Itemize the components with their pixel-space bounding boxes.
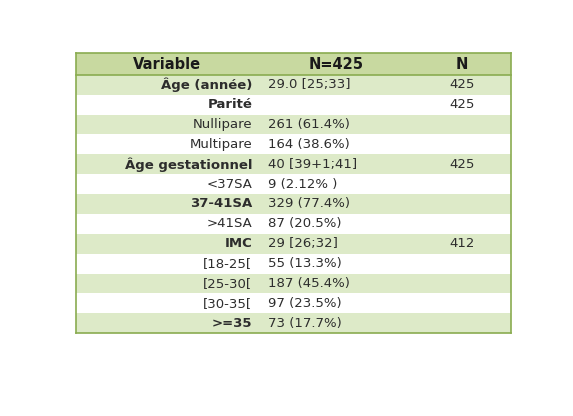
Text: 261 (61.4%): 261 (61.4%)	[268, 118, 350, 131]
Text: Multipare: Multipare	[190, 138, 252, 151]
Text: 29 [26;32]: 29 [26;32]	[268, 237, 337, 250]
Bar	[76, 273, 511, 293]
Text: 425: 425	[450, 98, 475, 111]
Text: 55 (13.3%): 55 (13.3%)	[268, 257, 342, 270]
Text: 425: 425	[450, 78, 475, 92]
Bar	[76, 174, 511, 194]
Bar	[76, 254, 511, 273]
Text: IMC: IMC	[225, 237, 252, 250]
Text: 425: 425	[450, 158, 475, 171]
Text: 97 (23.5%): 97 (23.5%)	[268, 297, 342, 310]
Text: [18-25[: [18-25[	[203, 257, 252, 270]
Text: 40 [39+1;41]: 40 [39+1;41]	[268, 158, 357, 171]
Text: 9 (2.12% ): 9 (2.12% )	[268, 178, 337, 191]
Bar	[76, 293, 511, 313]
Text: Nullipare: Nullipare	[193, 118, 252, 131]
Bar	[76, 313, 511, 333]
Text: Âge gestationnel: Âge gestationnel	[125, 157, 252, 171]
Bar	[76, 95, 511, 115]
Text: Parité: Parité	[207, 98, 252, 111]
Text: 87 (20.5%): 87 (20.5%)	[268, 217, 342, 230]
Bar	[76, 53, 511, 75]
Text: <37SA: <37SA	[206, 178, 252, 191]
Text: Âge (année): Âge (année)	[161, 78, 252, 92]
Text: Variable: Variable	[134, 57, 202, 72]
Text: >41SA: >41SA	[206, 217, 252, 230]
Text: 73 (17.7%): 73 (17.7%)	[268, 317, 342, 329]
Text: [25-30[: [25-30[	[203, 277, 252, 290]
Bar	[76, 154, 511, 174]
Text: 37-41SA: 37-41SA	[190, 198, 252, 210]
Text: 164 (38.6%): 164 (38.6%)	[268, 138, 350, 151]
Text: 29.0 [25;33]: 29.0 [25;33]	[268, 78, 350, 92]
Bar	[76, 234, 511, 254]
Text: 412: 412	[450, 237, 475, 250]
Bar	[76, 115, 511, 134]
Text: N=425: N=425	[309, 57, 364, 72]
Bar	[76, 214, 511, 234]
Bar	[76, 134, 511, 154]
Bar	[76, 75, 511, 95]
Text: [30-35[: [30-35[	[203, 297, 252, 310]
Bar	[76, 194, 511, 214]
Text: >=35: >=35	[211, 317, 252, 329]
Text: 187 (45.4%): 187 (45.4%)	[268, 277, 350, 290]
Text: N: N	[456, 57, 469, 72]
Text: 329 (77.4%): 329 (77.4%)	[268, 198, 350, 210]
